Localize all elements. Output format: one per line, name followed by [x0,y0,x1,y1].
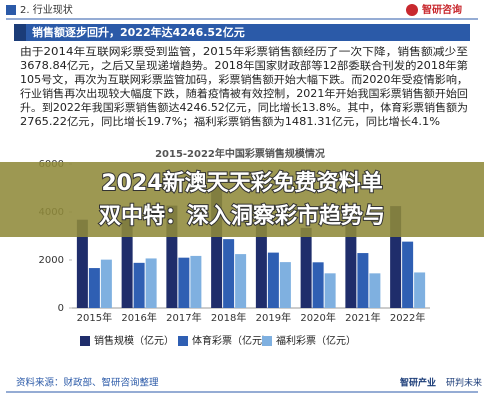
chart: 02000400060002015年2016年2017年2018年2019年20… [39,159,430,347]
paragraph: 由于2014年互联网彩票受到监管，2015年彩票销售额经历了一次下降，销售额减少… [20,45,468,128]
paragraph-line: 行业销售再次出现较大幅度下跌，随着疫情被有效控制，2021年开始我国彩票销售额开… [20,87,468,100]
footer-slogan: 研判未来 [446,377,482,389]
overlay-band [0,162,484,237]
x-tick-label: 2019年 [256,311,291,324]
paragraph-line: 升。到2022年我国彩票销售额达4246.52亿元，同比增长13.8%。其中，体… [20,101,468,114]
x-tick-label: 2020年 [300,311,335,324]
legend-label: 福利彩票（亿元） [276,334,356,347]
bar [357,253,369,308]
footer-brand: 智研产业 [400,377,436,389]
bar [324,273,336,308]
banner-bg [14,24,470,41]
x-tick-label: 2022年 [390,311,425,324]
overlay-line: 2024新澳天天彩免费资料单 [101,170,382,196]
section-icon [6,5,16,15]
legend-label: 销售规模（亿元） [94,334,174,347]
bar [402,241,414,308]
legend-swatch [178,336,188,346]
bar [166,205,178,308]
bar [255,206,267,308]
legend-swatch [80,336,90,346]
bar [76,219,88,308]
legend-label: 体育彩票（亿元） [192,334,272,347]
bar [145,258,157,308]
x-tick-label: 2015年 [77,311,112,324]
x-tick-label: 2018年 [211,311,246,324]
y-tick-label: 2000 [39,255,64,266]
overlay-line: 双中特：深入洞察彩市趋势与 [99,203,385,229]
bar [300,227,312,308]
bar [133,262,145,308]
x-tick-label: 2017年 [166,311,201,324]
paragraph-line: 2765.22亿元，同比增长19.7%；福利彩票销售额为1481.31亿元，同比… [20,115,440,128]
source: 资料来源：财政部、智研咨询整理 [16,377,159,389]
banner-tab [14,24,26,41]
legend-swatch [262,336,272,346]
bar [211,185,223,308]
bar [121,213,133,308]
bar [100,259,112,308]
paragraph-line: 由于2014年互联网彩票受到监管，2015年彩票销售额经历了一次下降，销售额减少… [20,45,468,58]
logo: 智研咨询 [422,3,462,16]
bar [312,262,324,308]
x-tick-label: 2021年 [345,311,380,324]
bar [369,273,381,308]
bar [345,218,357,308]
section-title: 2. 行业现状 [20,3,73,16]
bar [235,254,247,308]
bar [88,268,100,308]
logo-icon [406,4,418,16]
paragraph-line: 3678.84亿元，之后又呈现递增趋势。2018年国家财政部等12部委联合刊发的… [20,59,468,72]
banner-title: 销售额逐步回升，2022年达4246.52亿元 [32,25,245,39]
y-tick-label: 0 [58,303,64,314]
overlay: 2024新澳天天彩免费资料单 双中特：深入洞察彩市趋势与 [98,169,386,230]
x-tick-label: 2016年 [121,311,156,324]
bar [414,272,426,308]
bar [223,239,235,308]
bar [390,206,402,308]
bar [190,255,202,308]
bar [267,252,279,308]
paragraph-line: 105号文，再次为互联网彩票监管加码，彩票销售额开始大幅下跌。而2020年受疫情… [20,73,468,86]
bar [178,257,190,308]
chart-title: 2015-2022年中国彩票销售规模情况 [155,147,325,160]
bar [279,262,291,308]
